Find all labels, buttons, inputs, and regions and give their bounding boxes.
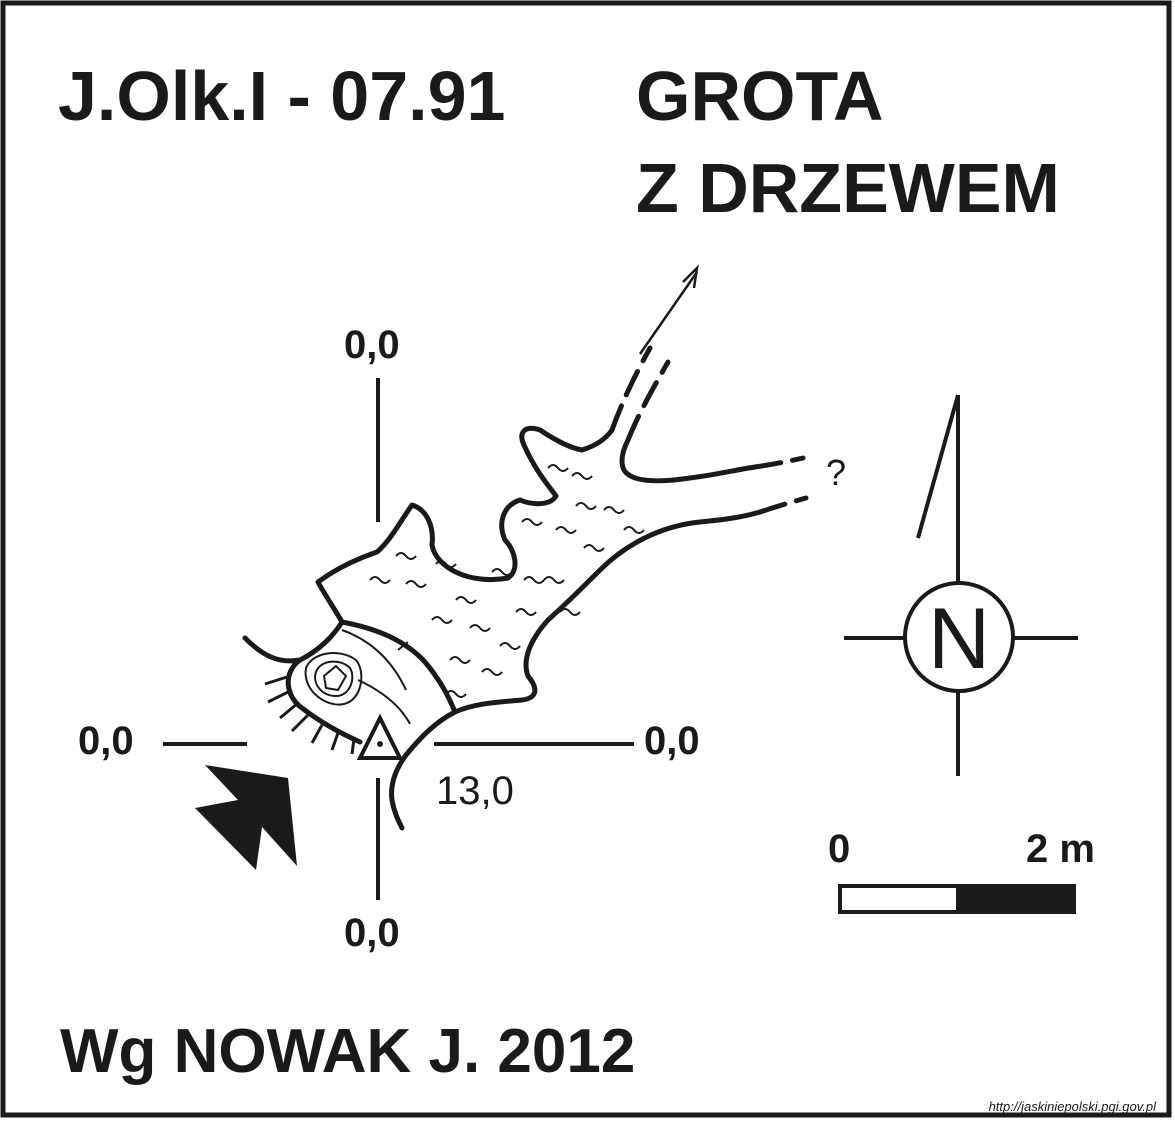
rock-ledge-lines	[341, 629, 411, 725]
continuation-arrow-icon	[638, 264, 699, 355]
entrance-arrow-icon	[195, 765, 297, 870]
entrance-hachures	[264, 674, 356, 755]
axis-label-top: 0,0	[344, 323, 400, 367]
scale-bar	[838, 884, 1076, 914]
unknown-passage-marker: ?	[826, 452, 846, 493]
cave-name-line1: GROTA	[636, 57, 884, 135]
source-credit: Wg NOWAK J. 2012	[60, 1017, 635, 1086]
north-compass-icon	[844, 394, 1078, 776]
cave-outline	[242, 425, 763, 831]
scale-start-label: 0	[828, 827, 850, 871]
cave-id-title: J.Olk.I - 07.91	[58, 57, 505, 135]
axis-label-bottom: 0,0	[344, 911, 400, 955]
scale-end-label: 2 m	[1026, 827, 1095, 871]
axis-label-left: 0,0	[78, 719, 134, 763]
stalagmite-icon	[304, 652, 363, 706]
station-depth-label: 13,0	[436, 769, 514, 813]
floor-sediment-symbols	[369, 464, 645, 698]
cave-name-line2: Z DRZEWEM	[636, 149, 1060, 227]
survey-station-triangle-icon	[356, 713, 404, 760]
coordinate-axes	[163, 378, 634, 900]
compass-north-label: N	[928, 591, 990, 687]
passage-continuation-dashes	[609, 345, 809, 515]
axis-label-right: 0,0	[644, 719, 700, 763]
source-url: http://jaskiniepolski.pgi.gov.pl	[989, 1099, 1158, 1114]
